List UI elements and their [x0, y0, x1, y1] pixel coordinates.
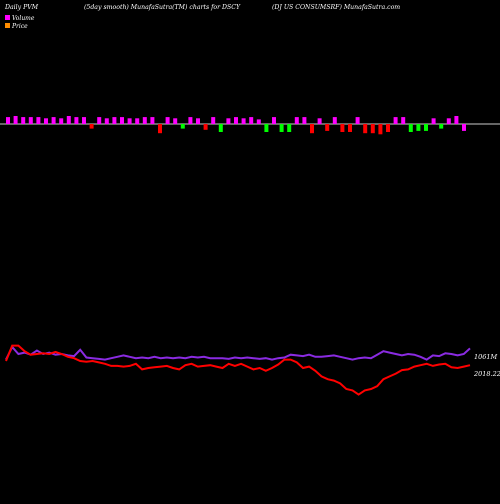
- volume-bar: [446, 118, 451, 125]
- volume-bar: [142, 117, 147, 124]
- volume-bar: [454, 116, 459, 124]
- volume-bar: [21, 117, 26, 124]
- volume-bar: [439, 124, 444, 129]
- volume-bar: [89, 124, 94, 129]
- volume-bar: [302, 117, 307, 124]
- volume-bar: [51, 117, 56, 124]
- header-left-title: Daily PVM: [4, 4, 39, 11]
- volume-bar: [424, 124, 428, 131]
- volume-bar: [348, 124, 352, 132]
- volume-bar: [332, 117, 337, 124]
- volume-bar: [44, 118, 48, 125]
- bar-series: [6, 116, 466, 135]
- volume-bar: [234, 117, 238, 124]
- volume-bar: [462, 124, 466, 131]
- volume-bar: [363, 124, 368, 134]
- volume-bar: [150, 117, 155, 124]
- volume-bar: [28, 117, 33, 124]
- volume-bar: [66, 116, 71, 124]
- price-line: [5, 344, 471, 396]
- volume-bar: [294, 117, 299, 124]
- volume-bar: [59, 118, 64, 125]
- volume-bar: [127, 118, 132, 125]
- volume-bar: [340, 124, 345, 132]
- volume-bar: [112, 117, 117, 124]
- volume-bar: [241, 118, 246, 125]
- volume-bar: [256, 119, 261, 124]
- volume-bar: [165, 117, 170, 124]
- volume-bar: [272, 117, 276, 124]
- volume-bar: [173, 118, 178, 125]
- volume-bar: [393, 117, 398, 124]
- legend-price-swatch: [5, 23, 10, 28]
- volume-bar: [264, 124, 269, 132]
- volume-bar: [203, 124, 208, 130]
- volume-bar: [226, 118, 231, 125]
- volume-bar: [249, 117, 254, 124]
- price-last-value-label: 2018.22: [473, 370, 500, 378]
- legend-price-label: Price: [11, 23, 28, 30]
- volume-bar: [74, 117, 79, 124]
- volume-bar: [196, 118, 200, 125]
- volume-bar: [188, 117, 193, 124]
- volume-bar: [104, 118, 109, 125]
- line-series: [5, 344, 471, 396]
- header-right-title: (DJ US CONSUMSRF) MunafaSutra.com: [272, 4, 400, 11]
- volume-bar: [378, 124, 383, 135]
- volume-bar: [416, 124, 421, 131]
- volume-bar: [401, 117, 406, 124]
- legend-volume-swatch: [5, 15, 10, 20]
- volume-bar: [218, 124, 223, 132]
- volume-bar: [431, 118, 436, 125]
- legend: Volume Price: [5, 15, 35, 30]
- volume-bar: [317, 118, 322, 125]
- volume-bar: [13, 116, 18, 124]
- volume-bar: [97, 117, 102, 124]
- volume-bar: [310, 124, 314, 134]
- volume-bar: [6, 117, 10, 124]
- volume-bar: [355, 117, 360, 124]
- volume-bar: [180, 124, 185, 129]
- volume-bar: [287, 124, 292, 132]
- volume-bar: [211, 117, 216, 124]
- volume-bar: [120, 117, 124, 124]
- volume-bar: [279, 124, 284, 132]
- legend-volume-label: Volume: [12, 15, 35, 22]
- volume-bar: [370, 124, 375, 134]
- volume-line: [5, 345, 471, 361]
- volume-bar: [158, 124, 162, 134]
- volume-bar: [82, 117, 86, 124]
- volume-bar: [36, 117, 41, 124]
- volume-bar: [386, 124, 390, 132]
- volume-last-value-label: 1061M: [474, 353, 498, 361]
- volume-bar: [325, 124, 330, 131]
- volume-bar: [135, 118, 140, 125]
- header-middle-title: (5day smooth) MunafaSutra(TM) charts for…: [84, 4, 241, 11]
- volume-bar: [408, 124, 413, 132]
